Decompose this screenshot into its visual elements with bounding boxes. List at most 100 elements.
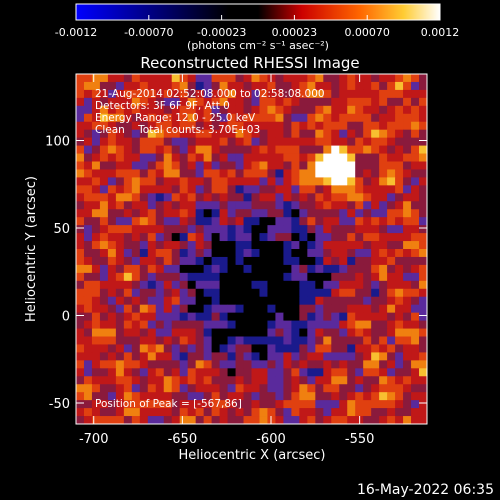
- heatmap-cell: [299, 169, 308, 178]
- heatmap-cell: [411, 225, 420, 234]
- heatmap-cell: [155, 288, 165, 298]
- heatmap-cell: [395, 89, 404, 99]
- heatmap-cell: [419, 368, 428, 377]
- heatmap-cell: [83, 384, 93, 393]
- heatmap-cell: [203, 177, 213, 186]
- heatmap-cell: [339, 328, 348, 337]
- heatmap-cell: [76, 74, 85, 83]
- heatmap-cell: [363, 304, 372, 314]
- heatmap-cell: [219, 113, 228, 123]
- heatmap-cell: [163, 360, 173, 369]
- heatmap-cell: [347, 360, 356, 369]
- heatmap-cell: [235, 241, 244, 250]
- heatmap-cell: [91, 384, 101, 393]
- heatmap-cell: [251, 81, 260, 91]
- heatmap-cell: [139, 225, 149, 234]
- colorbar-tick-label: 0.00070: [344, 26, 390, 39]
- heatmap-cell: [339, 280, 348, 290]
- colorbar-units: (photons cm⁻² s⁻¹ asec⁻²): [187, 39, 329, 52]
- heatmap-cell: [235, 264, 244, 274]
- heatmap-cell: [347, 368, 356, 377]
- heatmap-cell: [251, 105, 260, 115]
- heatmap-cell: [147, 320, 157, 329]
- heatmap-cell: [83, 368, 93, 377]
- heatmap-cell: [243, 137, 252, 146]
- heatmap-cell: [91, 344, 101, 353]
- heatmap-cell: [291, 161, 300, 170]
- heatmap-cell: [211, 185, 220, 194]
- heatmap-cell: [131, 304, 141, 314]
- heatmap-cell: [243, 153, 252, 162]
- heatmap-cell: [315, 320, 324, 329]
- heatmap-cell: [283, 400, 292, 409]
- heatmap-cell: [115, 169, 125, 178]
- annotation-detectors: Detectors: 3F 6F 9F, Att 0: [95, 100, 230, 112]
- heatmap-cell: [403, 344, 412, 353]
- heatmap-cell: [315, 137, 324, 146]
- heatmap-cell: [219, 392, 228, 401]
- heatmap-cell: [76, 177, 85, 186]
- heatmap-cell: [323, 137, 332, 146]
- heatmap-cell: [339, 193, 348, 202]
- heatmap-cell: [147, 280, 157, 290]
- heatmap-cell: [411, 312, 420, 321]
- heatmap-cell: [419, 169, 428, 178]
- heatmap-cell: [235, 320, 244, 329]
- heatmap-cell: [131, 74, 141, 83]
- heatmap-cell: [219, 105, 228, 115]
- heatmap-cell: [203, 185, 213, 194]
- heatmap-cell: [139, 201, 149, 210]
- heatmap-cell: [107, 177, 117, 186]
- heatmap-cell: [227, 129, 236, 139]
- heatmap-cell: [139, 249, 149, 258]
- heatmap-cell: [331, 360, 340, 369]
- heatmap-cell: [115, 280, 125, 290]
- heatmap-cell: [299, 209, 308, 218]
- heatmap-cell: [139, 209, 149, 218]
- heatmap-cell: [179, 81, 189, 91]
- heatmap-cell: [347, 105, 356, 115]
- heatmap-cell: [203, 256, 213, 266]
- heatmap-cell: [83, 336, 93, 345]
- heatmap-cell: [419, 249, 428, 258]
- heatmap-cell: [123, 177, 133, 186]
- heatmap-cell: [203, 304, 213, 314]
- heatmap-cell: [315, 161, 324, 170]
- heatmap-cell: [139, 328, 149, 337]
- heatmap-cell: [211, 233, 220, 242]
- heatmap-cell: [419, 328, 428, 337]
- heatmap-cell: [379, 272, 388, 282]
- heatmap-cell: [147, 264, 157, 274]
- heatmap-cell: [267, 384, 276, 393]
- heatmap-cell: [251, 161, 260, 170]
- heatmap-cell: [171, 312, 181, 321]
- heatmap-cell: [243, 304, 252, 314]
- heatmap-cell: [299, 97, 308, 107]
- heatmap-cell: [115, 336, 125, 345]
- heatmap-cell: [76, 209, 85, 218]
- heatmap-cell: [323, 177, 332, 186]
- heatmap-cell: [363, 352, 372, 361]
- heatmap-cell: [211, 89, 220, 99]
- heatmap-cell: [323, 336, 332, 345]
- heatmap-cell: [379, 249, 388, 258]
- heatmap-cell: [163, 177, 173, 186]
- heatmap-cell: [275, 97, 284, 107]
- heatmap-cell: [299, 233, 308, 242]
- heatmap-cell: [76, 352, 85, 361]
- heatmap-cell: [227, 241, 236, 250]
- heatmap-cell: [99, 177, 109, 186]
- heatmap-cell: [387, 376, 396, 385]
- heatmap-cell: [219, 129, 228, 139]
- heatmap-cell: [219, 384, 228, 393]
- heatmap-cell: [395, 376, 404, 385]
- heatmap-cell: [235, 288, 244, 298]
- heatmap-cell: [371, 280, 380, 290]
- heatmap-cell: [179, 193, 189, 202]
- heatmap-cell: [139, 416, 149, 425]
- heatmap-cell: [115, 304, 125, 314]
- heatmap-cell: [179, 233, 189, 242]
- colorbar-ticks: -0.0012 -0.00070 -0.00023 0.00023 0.00070 0.0…: [55, 15, 459, 39]
- heatmap-cell: [91, 288, 101, 298]
- heatmap-cell: [155, 129, 165, 139]
